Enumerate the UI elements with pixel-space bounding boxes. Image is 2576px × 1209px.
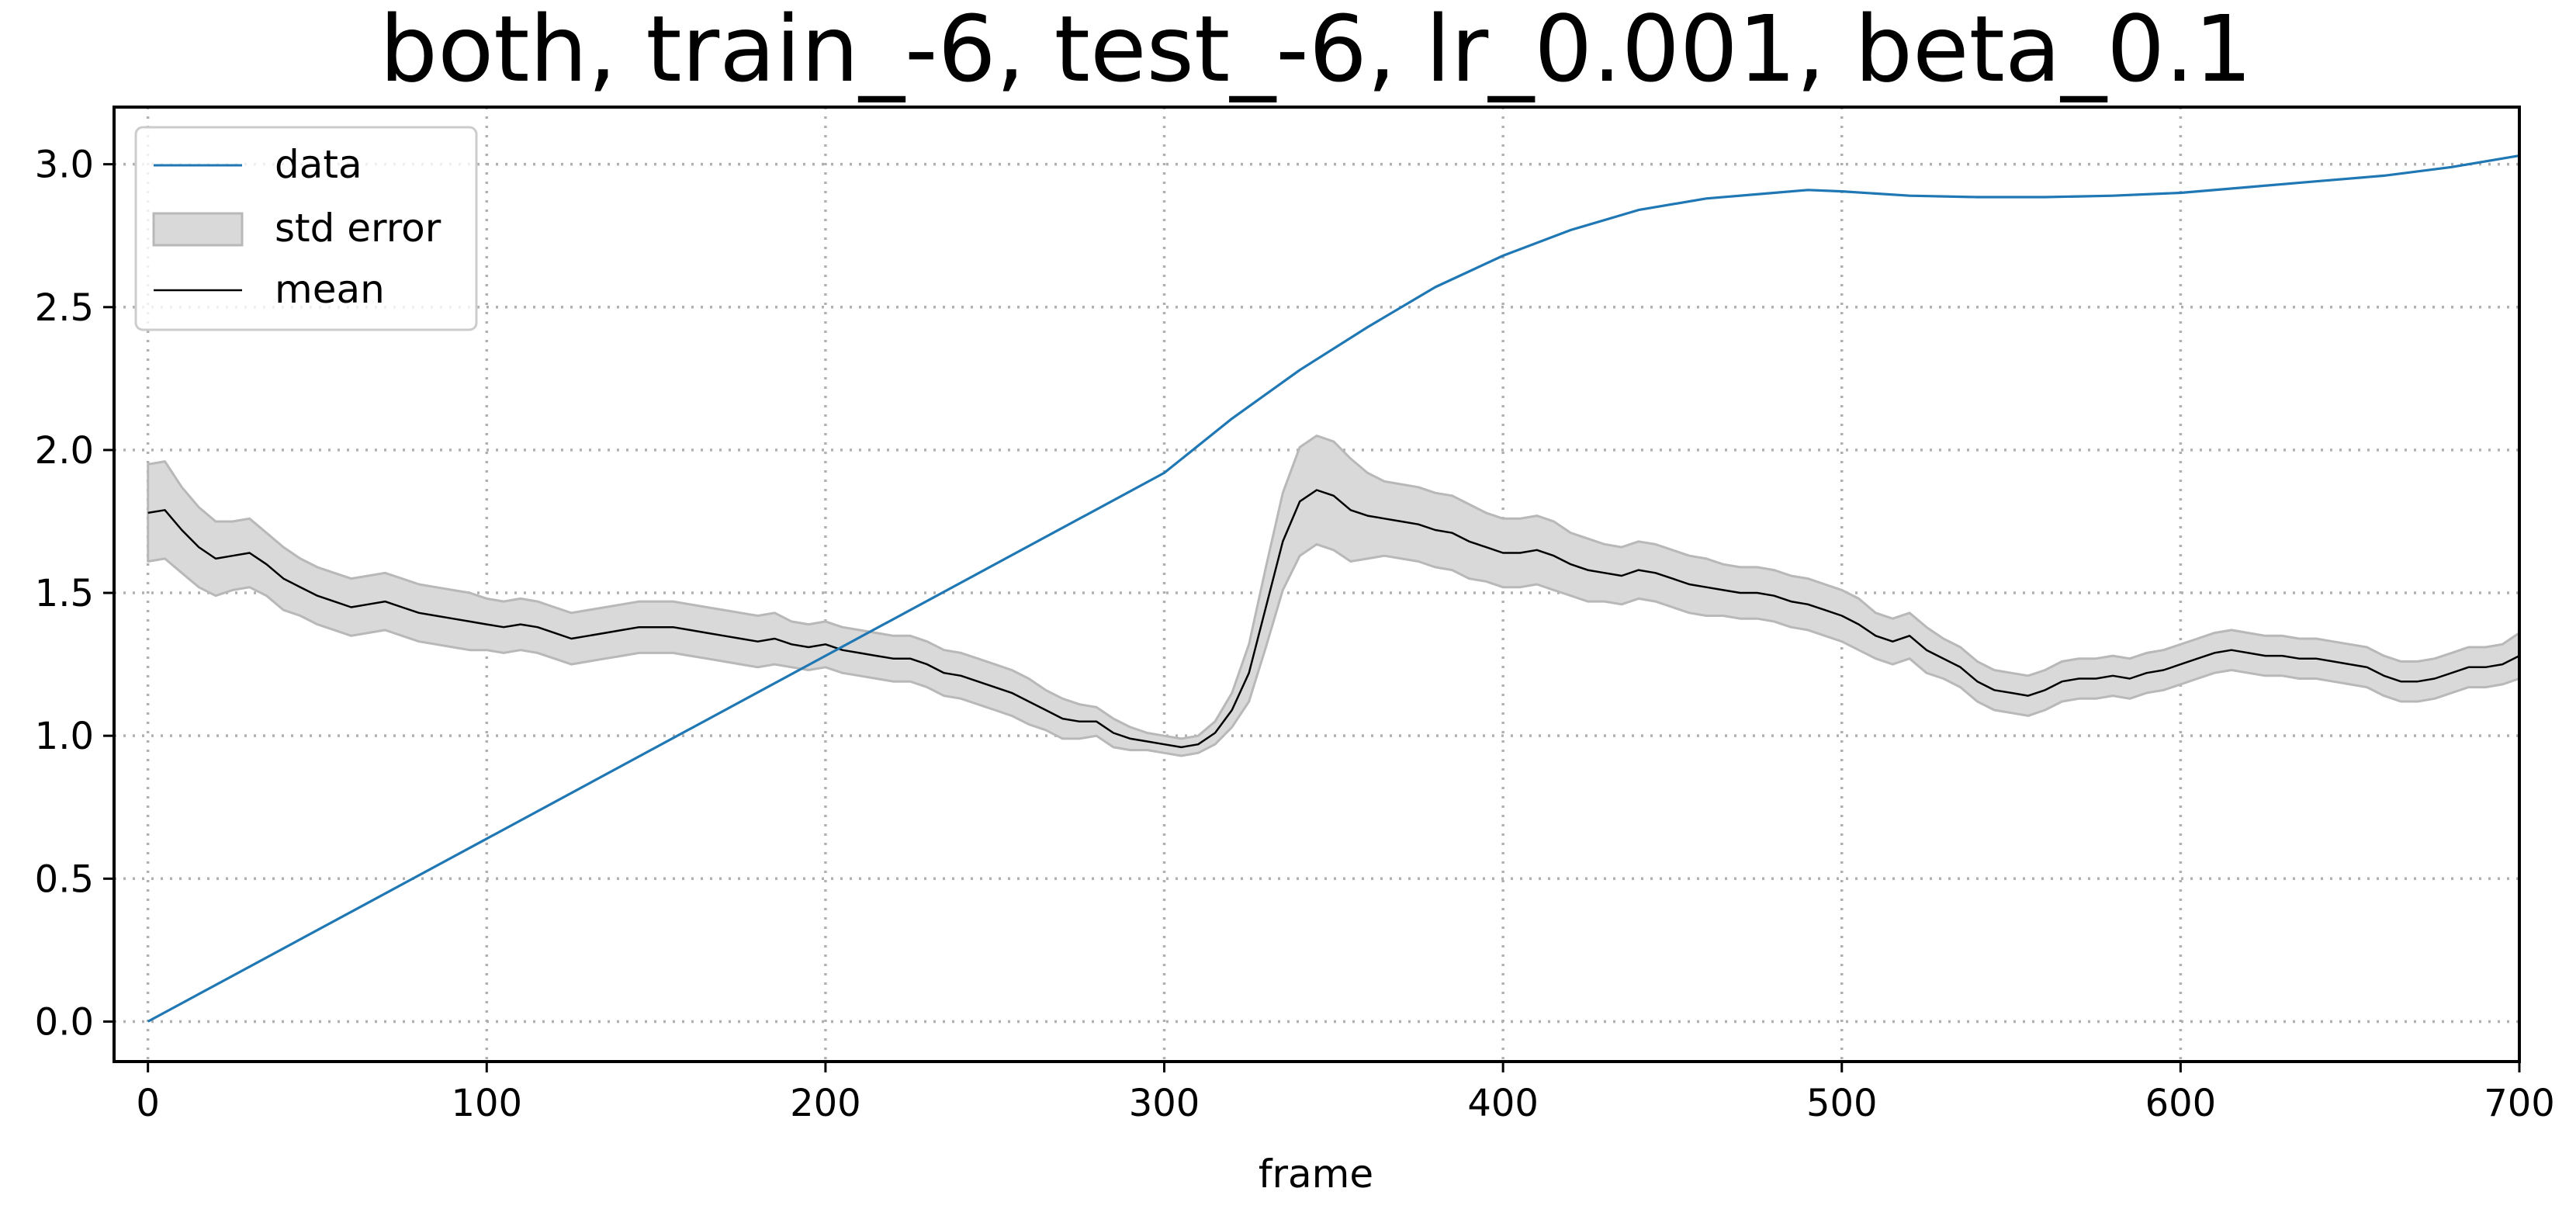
legend-data-label: data [275,142,362,187]
x-axis-label: frame [1259,1152,1373,1197]
y-tick-label-0: 0.0 [35,1000,94,1044]
data-line [147,154,2520,1023]
x-tick-label-6: 600 [2145,1082,2217,1125]
plot-frame [113,106,2521,1063]
legend-mean-label: mean [275,267,385,312]
y-tick-label-5: 2.5 [35,286,94,330]
x-axis: 0 100 200 300 400 500 600 700 [136,1062,2555,1125]
x-tick-label-7: 700 [2484,1082,2555,1125]
legend-std-error-swatch [152,212,244,247]
y-tick-label-6: 3.0 [35,144,94,187]
x-tick-label-2: 200 [790,1082,861,1125]
y-axis: 0.0 0.5 1.0 1.5 2.0 2.5 3.0 [35,144,114,1044]
y-tick-label-1: 0.5 [35,857,94,901]
y-tick-label-3: 1.5 [35,572,94,615]
legend-box [134,126,478,331]
legend-std-error-label: std error [275,206,441,251]
x-tick-label-3: 300 [1129,1082,1200,1125]
y-tick-label-4: 2.0 [35,429,94,473]
series-layer [147,154,2520,1023]
x-tick-label-4: 400 [1467,1082,1539,1125]
grid [114,107,2521,1062]
legend: data std error mean [134,126,478,331]
x-tick-label-5: 500 [1806,1082,1878,1125]
chart-title: both, train_-6, test_-6, lr_0.001, beta_… [379,0,2252,102]
x-tick-label-0: 0 [136,1082,160,1125]
y-tick-label-2: 1.0 [35,715,94,758]
mean-line [147,489,2520,749]
x-tick-label-1: 100 [451,1082,522,1125]
